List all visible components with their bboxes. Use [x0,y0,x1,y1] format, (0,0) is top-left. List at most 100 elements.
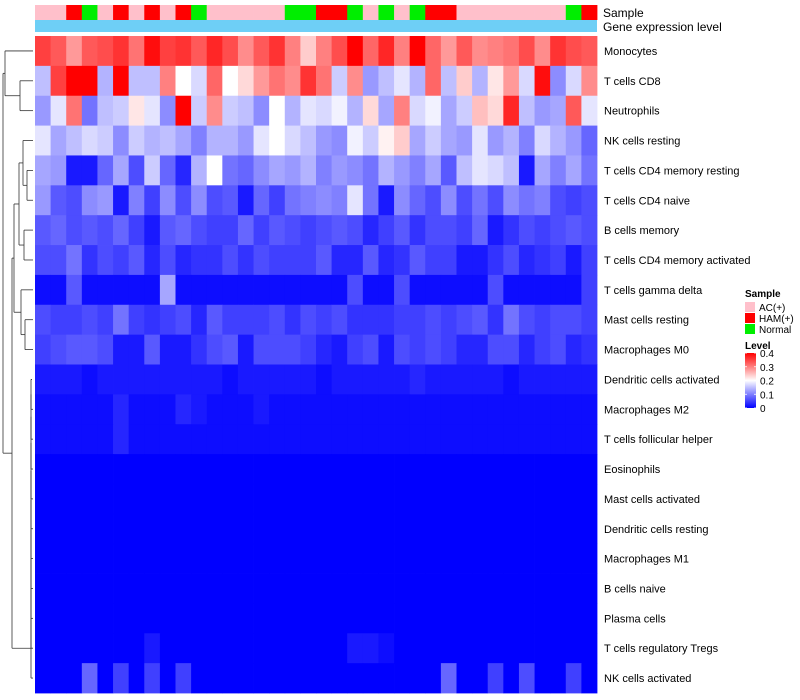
heatmap-cell [300,424,317,455]
heatmap-cell [300,483,317,515]
heatmap-cell [35,304,52,336]
heatmap-cell [300,36,317,67]
row-label: T cells regulatory Tregs [604,643,719,655]
heatmap-cell [456,245,473,276]
heatmap-cell [81,543,98,574]
heatmap-cell [222,394,239,425]
sample-track-cell [378,5,395,20]
sample-annotation-track [35,5,598,20]
heatmap-cell [175,334,192,365]
heatmap-cell [456,36,473,67]
heatmap-cell [206,394,223,425]
heatmap-cell [394,155,411,186]
heatmap-cell [269,95,286,126]
heatmap-cell [487,394,504,425]
heatmap-cell [253,663,270,694]
heatmap-cell [81,185,98,216]
heatmap-cell [409,394,426,425]
heatmap-cell [222,245,239,276]
heatmap-cell [394,334,411,365]
sample-track-cell [394,5,411,20]
heatmap-cell [284,513,301,545]
heatmap-cell [456,215,473,246]
level-ticks: 0.4 0.3 0.2 0.1 0 [745,349,774,415]
heatmap-cell [347,543,364,574]
heatmap-cell [409,36,426,67]
heatmap-cell [347,245,364,276]
heatmap-cell [253,155,270,186]
heatmap-cell [440,245,457,276]
heatmap-cell [175,155,192,186]
heatmap-cell [409,454,426,485]
heatmap-cell [394,245,411,276]
heatmap-cell [144,215,161,246]
heatmap-cell [487,36,504,67]
sample-track-cell [425,5,442,20]
heatmap-cell [425,155,442,186]
heatmap-cell [378,483,395,515]
heatmap-cell [347,185,364,216]
heatmap-cell [144,125,161,156]
sample-track-cell [128,5,145,20]
heatmap-cell [81,513,98,545]
heatmap-cell [472,185,489,216]
heatmap-cell [269,215,286,246]
heatmap-cell [503,513,520,545]
heatmap-cell [175,36,192,67]
sample-track-cell [66,5,83,20]
heatmap-cell [284,603,301,634]
sample-track-cell [472,5,489,20]
level-tick-label: 0 [760,404,766,415]
heatmap-cell [518,304,535,336]
heatmap-cell [409,543,426,574]
heatmap-cell [316,543,333,574]
heatmap-cell [253,633,270,664]
heatmap-cell [362,215,379,246]
heatmap-cell [50,185,67,216]
heatmap-cell [191,304,208,336]
sample-track-cell [440,5,457,20]
legend-label: AC(+) [759,303,785,314]
heatmap-cell [581,155,598,186]
heatmap-cell [300,125,317,156]
heatmap-cell [206,65,223,97]
heatmap-cell [565,394,582,425]
heatmap-cell [191,155,208,186]
heatmap-cell [191,334,208,365]
heatmap-cell [97,95,114,126]
heatmap-cell [206,663,223,694]
heatmap-cell [550,334,567,365]
heatmap-cell [66,274,83,306]
heatmap-cell [284,274,301,306]
heatmap-cell [159,543,176,574]
heatmap-cell [550,543,567,574]
heatmap-cell [113,155,130,186]
heatmap-cell [253,573,270,604]
heatmap-cell [50,304,67,336]
heatmap-cell [472,245,489,276]
heatmap-cell [316,633,333,664]
heatmap-cell [222,364,239,395]
heatmap-cell [81,125,98,156]
heatmap-cell [534,95,551,126]
heatmap-cell [316,245,333,276]
heatmap-cell [503,394,520,425]
heatmap-cell [50,483,67,515]
heatmap-cell [253,513,270,545]
heatmap-cell [362,603,379,634]
heatmap-cell [222,424,239,455]
heatmap-cell [378,394,395,425]
heatmap-cell [316,483,333,515]
row-label: T cells gamma delta [604,285,703,297]
heatmap-cell [518,573,535,604]
legend-swatch [745,313,755,323]
heatmap-cell [581,95,598,126]
heatmap-cell [128,424,145,455]
heatmap-cell [378,36,395,67]
heatmap-cell [35,274,52,306]
heatmap-cell [472,633,489,664]
heatmap-cell [487,663,504,694]
heatmap-cell [331,274,348,306]
heatmap-cell [425,394,442,425]
heatmap-cell [518,424,535,455]
